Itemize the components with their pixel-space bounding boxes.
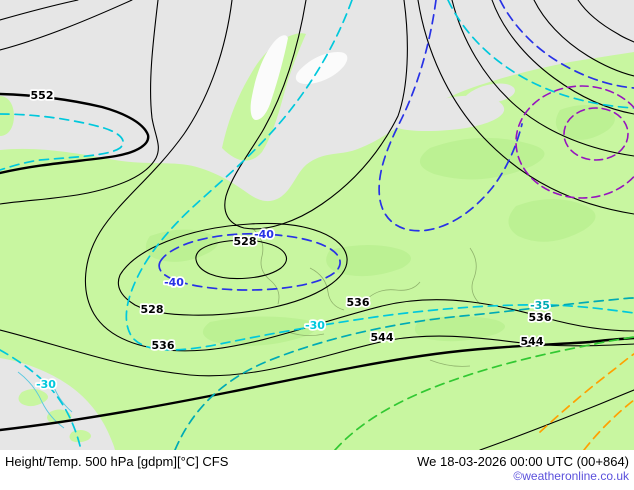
isotherm-minus35: [174, 297, 634, 450]
white-sea-patch: [393, 83, 515, 131]
map-title: Height/Temp. 500 hPa [gdpm][°C] CFS: [5, 454, 229, 469]
map-footer: Height/Temp. 500 hPa [gdpm][°C] CFS We 1…: [0, 450, 634, 490]
isotherm-purple-inner: [563, 107, 629, 161]
footer-right-block: We 18-03-2026 00:00 UTC (00+864) ©weathe…: [417, 454, 629, 484]
isotherm-purple-outer: [515, 85, 634, 199]
snow-cover: [250, 35, 348, 121]
contour-label: 536: [529, 311, 552, 324]
height-contours-bold: [0, 92, 634, 432]
contour-label: 544: [521, 335, 544, 348]
isotherm-green: [334, 336, 634, 450]
contour-label: 536: [347, 296, 370, 309]
coastal-islands: [18, 389, 91, 443]
contour-label: 544: [371, 331, 394, 344]
contour-label: -40: [254, 228, 274, 241]
country-borders: [251, 227, 481, 367]
isotherm-orange: [539, 353, 634, 450]
contour-label: 536: [152, 339, 175, 352]
left-edge-islands: [0, 96, 14, 182]
weather-map: 552 528 528 536 536 544 536 544 -40 -40 -30 -30 -35: [0, 0, 634, 450]
isotherm-minus30: [0, 0, 634, 450]
map-datetime: We 18-03-2026 00:00 UTC (00+864): [417, 454, 629, 469]
contour-label: -35: [530, 299, 550, 312]
contour-label: 528: [141, 303, 164, 316]
contour-label: -40: [164, 276, 184, 289]
contour-labels: 552 528 528 536 536 544 536 544 -40 -40 -30 -30 -35: [29, 87, 554, 393]
contour-label: -30: [36, 378, 56, 391]
copyright: ©weatheronline.co.uk: [513, 469, 629, 483]
terrain-shading: [145, 105, 616, 346]
contour-label: -30: [305, 319, 325, 332]
contour-label: 552: [31, 89, 54, 102]
contour-label: 528: [234, 235, 257, 248]
isotherm-minus40: [158, 0, 634, 291]
